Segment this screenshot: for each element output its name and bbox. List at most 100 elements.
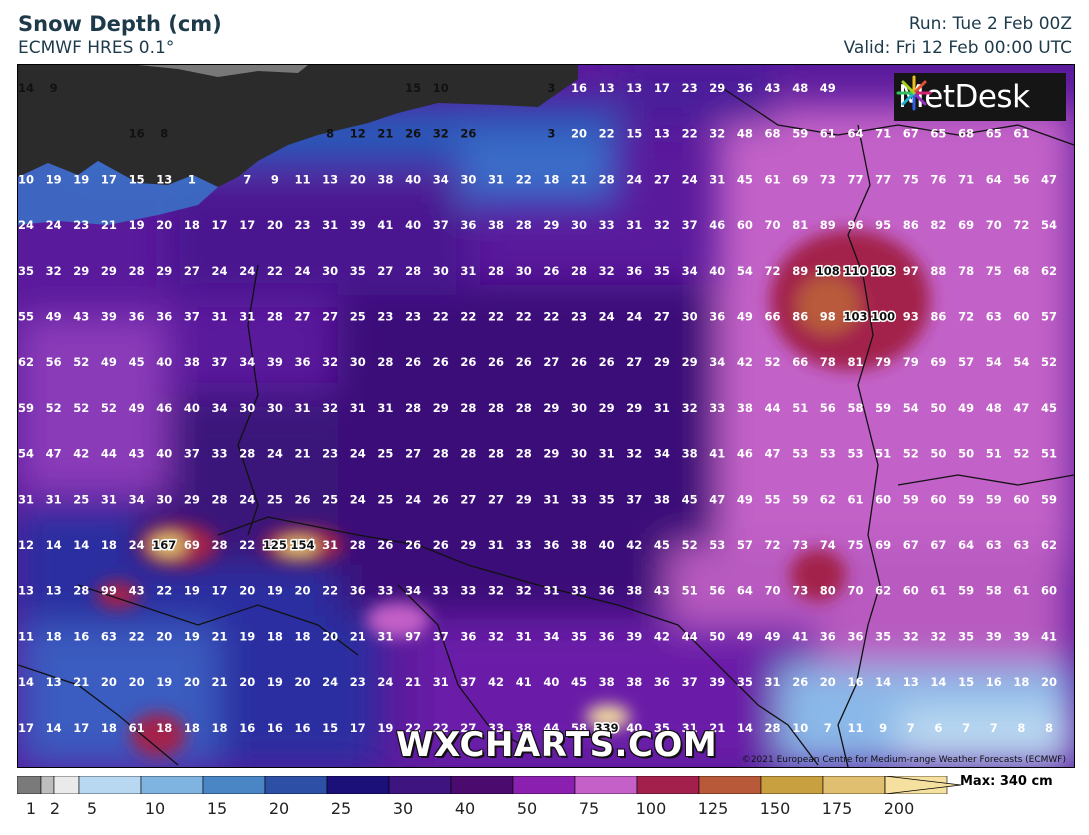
grid-value: 15 bbox=[405, 81, 421, 95]
grid-value: 36 bbox=[599, 584, 615, 598]
grid-value: 31 bbox=[488, 538, 504, 552]
grid-value: 36 bbox=[626, 264, 642, 278]
grid-value: 7 bbox=[824, 721, 832, 735]
grid-value: 9 bbox=[50, 81, 58, 95]
grid-value: 54 bbox=[737, 264, 753, 278]
grid-value: 14 bbox=[46, 721, 62, 735]
grid-value: 61 bbox=[930, 584, 946, 598]
grid-value: 72 bbox=[764, 538, 780, 552]
grid-value: 93 bbox=[903, 310, 919, 324]
grid-value: 22 bbox=[129, 629, 145, 643]
grid-value: 24 bbox=[294, 264, 310, 278]
grid-value: 75 bbox=[847, 538, 863, 552]
grid-value: 16 bbox=[847, 675, 863, 689]
colorbar-swatch bbox=[264, 776, 328, 794]
grid-value: 33 bbox=[571, 492, 587, 506]
grid-value: 22 bbox=[460, 310, 476, 324]
colorbar-swatch bbox=[388, 776, 452, 794]
grid-value: 31 bbox=[488, 172, 504, 186]
grid-value: 31 bbox=[433, 675, 449, 689]
grid-value: 73 bbox=[792, 538, 808, 552]
grid-value: 11 bbox=[294, 172, 310, 186]
grid-value: 49 bbox=[737, 310, 753, 324]
colorbar-swatch bbox=[140, 776, 204, 794]
grid-value: 40 bbox=[543, 675, 559, 689]
grid-value: 71 bbox=[958, 172, 974, 186]
grid-value: 48 bbox=[737, 127, 753, 141]
grid-value: 63 bbox=[101, 629, 117, 643]
grid-value: 38 bbox=[737, 401, 753, 415]
grid-value: 68 bbox=[958, 127, 974, 141]
grid-value: 108 bbox=[816, 264, 840, 278]
grid-value: 16 bbox=[73, 629, 89, 643]
grid-value: 22 bbox=[682, 127, 698, 141]
grid-value: 56 bbox=[1013, 172, 1029, 186]
grid-value: 40 bbox=[709, 264, 725, 278]
grid-value: 20 bbox=[322, 629, 338, 643]
grid-value: 49 bbox=[101, 355, 117, 369]
grid-value: 16 bbox=[571, 81, 587, 95]
grid-value: 36 bbox=[654, 675, 670, 689]
grid-value: 51 bbox=[682, 584, 698, 598]
grid-value: 75 bbox=[986, 264, 1002, 278]
model-subtitle: ECMWF HRES 0.1° bbox=[18, 38, 175, 58]
grid-value: 49 bbox=[958, 401, 974, 415]
grid-value: 37 bbox=[433, 629, 449, 643]
grid-value: 31 bbox=[599, 447, 615, 461]
grid-value: 27 bbox=[654, 172, 670, 186]
colorbar-tick-label: 25 bbox=[330, 799, 352, 818]
grid-value: 26 bbox=[433, 492, 449, 506]
colorbar-swatch bbox=[760, 776, 824, 794]
grid-value: 73 bbox=[820, 172, 836, 186]
colorbar-tick-label: 100 bbox=[635, 799, 667, 818]
grid-value: 35 bbox=[571, 629, 587, 643]
grid-value: 70 bbox=[847, 584, 863, 598]
grid-value: 31 bbox=[46, 492, 62, 506]
grid-value: 32 bbox=[488, 584, 504, 598]
grid-value: 33 bbox=[377, 584, 393, 598]
grid-value: 60 bbox=[875, 492, 891, 506]
grid-value: 53 bbox=[820, 447, 836, 461]
grid-value: 32 bbox=[654, 218, 670, 232]
grid-value: 89 bbox=[792, 264, 808, 278]
grid-value: 20 bbox=[156, 629, 172, 643]
grid-value: 47 bbox=[764, 447, 780, 461]
grid-value: 21 bbox=[294, 447, 310, 461]
grid-value: 38 bbox=[184, 355, 200, 369]
grid-value: 64 bbox=[847, 127, 863, 141]
grid-value: 52 bbox=[101, 401, 117, 415]
grid-value: 26 bbox=[516, 355, 532, 369]
grid-value: 48 bbox=[986, 401, 1002, 415]
grid-value: 59 bbox=[986, 492, 1002, 506]
grid-value: 72 bbox=[764, 264, 780, 278]
grid-value: 8 bbox=[1017, 721, 1025, 735]
grid-value: 20 bbox=[294, 584, 310, 598]
grid-value: 37 bbox=[184, 310, 200, 324]
grid-value: 14 bbox=[930, 675, 946, 689]
grid-value: 20 bbox=[239, 675, 255, 689]
grid-value: 49 bbox=[764, 629, 780, 643]
grid-value: 32 bbox=[930, 629, 946, 643]
snow-depth-map: 14 9 15 10 3 16 13 13 17 23 29 36 43 48 49 16 8 8 12 21 26 32… bbox=[17, 64, 1075, 768]
valid-time: Valid: Fri 12 Feb 00:00 UTC bbox=[843, 38, 1072, 58]
grid-value: 22 bbox=[322, 584, 338, 598]
grid-value: 26 bbox=[460, 355, 476, 369]
grid-value: 27 bbox=[626, 355, 642, 369]
grid-value: 57 bbox=[737, 538, 753, 552]
grid-value: 35 bbox=[958, 629, 974, 643]
grid-value: 97 bbox=[405, 629, 421, 643]
colorbar-swatch bbox=[202, 776, 266, 794]
grid-value: 19 bbox=[73, 172, 89, 186]
grid-value: 39 bbox=[350, 218, 366, 232]
grid-value: 25 bbox=[322, 492, 338, 506]
grid-value: 16 bbox=[267, 721, 283, 735]
grid-value: 98 bbox=[820, 310, 836, 324]
grid-value: 27 bbox=[377, 264, 393, 278]
grid-value: 28 bbox=[405, 401, 421, 415]
grid-value: 1 bbox=[188, 172, 196, 186]
grid-value: 37 bbox=[682, 675, 698, 689]
grid-value: 19 bbox=[156, 675, 172, 689]
grid-value: 64 bbox=[986, 172, 1002, 186]
grid-value: 11 bbox=[18, 629, 34, 643]
grid-value: 31 bbox=[709, 172, 725, 186]
